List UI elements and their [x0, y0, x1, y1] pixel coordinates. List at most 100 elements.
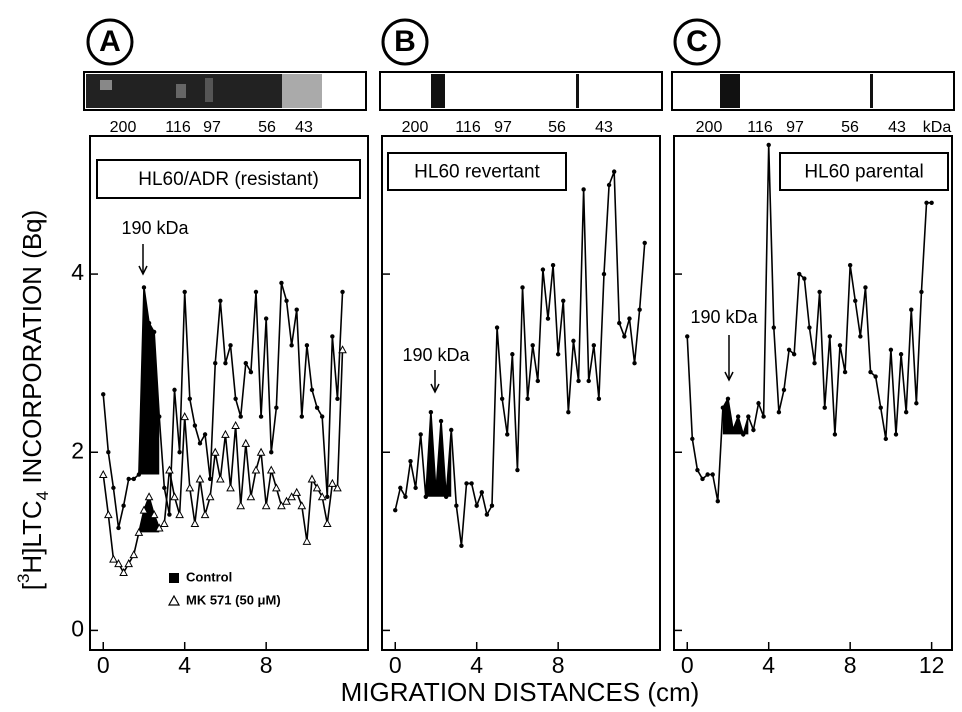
data-point — [200, 510, 210, 519]
legend-swatch — [167, 594, 181, 606]
data-point — [715, 499, 720, 504]
series-line — [102, 349, 344, 575]
data-point — [398, 485, 403, 491]
gel-marker-label: 56 — [841, 119, 859, 136]
data-point — [307, 474, 317, 483]
gel-marker-label: 200 — [402, 119, 429, 136]
data-point — [223, 360, 228, 366]
data-point — [781, 387, 787, 393]
x-tick-label: 0 — [97, 652, 110, 678]
data-point — [919, 289, 924, 295]
data-point — [292, 487, 302, 496]
data-point — [304, 343, 310, 348]
data-point — [251, 465, 261, 474]
data-point — [438, 418, 444, 424]
data-point — [606, 182, 612, 188]
data-point — [282, 496, 291, 505]
plot-frame — [673, 135, 953, 651]
data-point — [883, 436, 889, 442]
data-point — [540, 267, 546, 272]
data-point — [207, 476, 213, 482]
data-point — [449, 427, 454, 433]
arrow-head — [724, 371, 734, 382]
gel-marker-label: 97 — [494, 119, 512, 136]
data-point — [393, 507, 398, 513]
gel-marker-label: 116 — [455, 119, 481, 136]
data-point — [403, 494, 408, 499]
data-point — [766, 142, 771, 148]
data-point — [914, 401, 919, 406]
data-point — [103, 510, 113, 519]
data-point — [333, 483, 342, 492]
gel-marker-label: 56 — [258, 119, 276, 136]
data-point — [627, 316, 632, 321]
data-point — [863, 285, 868, 290]
data-point — [685, 334, 690, 339]
data-point — [109, 554, 118, 563]
data-point — [274, 405, 279, 410]
data-point — [515, 467, 520, 473]
data-point — [776, 409, 782, 415]
data-point — [720, 405, 726, 410]
data-point — [418, 432, 423, 437]
data-point — [261, 501, 271, 510]
legend-label: MK 571 (50 μM) — [186, 592, 281, 607]
gel-marker-label: 97 — [786, 119, 804, 136]
data-point — [159, 518, 169, 528]
data-point — [842, 369, 848, 375]
data-point — [236, 501, 246, 510]
x-axis-label: MIGRATION DISTANCES (cm) — [341, 677, 700, 707]
data-point — [177, 450, 182, 455]
data-point — [903, 409, 909, 415]
data-point — [443, 494, 449, 499]
data-point — [170, 492, 179, 501]
legend-label: Control — [186, 569, 232, 584]
data-point — [484, 512, 490, 517]
data-point — [499, 396, 505, 401]
annotation-box — [96, 159, 361, 199]
data-point — [297, 501, 307, 510]
data-point — [131, 476, 136, 482]
data-point — [101, 392, 106, 397]
data-point — [576, 378, 581, 384]
data-point — [433, 490, 439, 495]
data-point — [802, 276, 807, 281]
data-point — [525, 396, 530, 401]
gel-marker-label: 200 — [696, 119, 723, 136]
data-point — [459, 543, 464, 548]
y-label-part: INCORPORATION (Bq) — [17, 210, 47, 491]
data-point — [510, 352, 515, 357]
data-point — [898, 352, 904, 357]
data-point — [141, 285, 147, 290]
arrow-label: 190 kDa — [402, 345, 470, 365]
panel-circle — [673, 18, 721, 66]
data-point — [642, 240, 647, 246]
data-point — [134, 527, 144, 536]
annotation: HL60/ADR (resistant) — [138, 169, 319, 190]
data-point — [238, 414, 243, 419]
arrow-label: 190 kDa — [690, 307, 758, 327]
gel-marker-label: 97 — [203, 119, 221, 136]
data-point — [735, 414, 741, 419]
gel-marker-label: 43 — [595, 119, 613, 136]
data-point — [791, 352, 797, 357]
data-point — [322, 518, 332, 528]
data-point — [114, 559, 123, 568]
data-point — [172, 387, 177, 393]
data-point — [263, 316, 269, 321]
data-point — [284, 298, 289, 304]
gel-marker-label: 116 — [165, 119, 191, 136]
data-point — [258, 414, 264, 419]
data-point — [269, 450, 274, 455]
data-point — [807, 325, 812, 330]
data-point — [182, 289, 187, 295]
data-point — [530, 343, 535, 348]
data-point — [725, 396, 731, 401]
data-point — [312, 483, 322, 492]
data-point — [154, 523, 164, 532]
x-tick-label: 12 — [919, 652, 945, 678]
data-point — [888, 347, 894, 352]
data-point — [228, 343, 233, 348]
x-tick-label: 8 — [260, 652, 273, 678]
